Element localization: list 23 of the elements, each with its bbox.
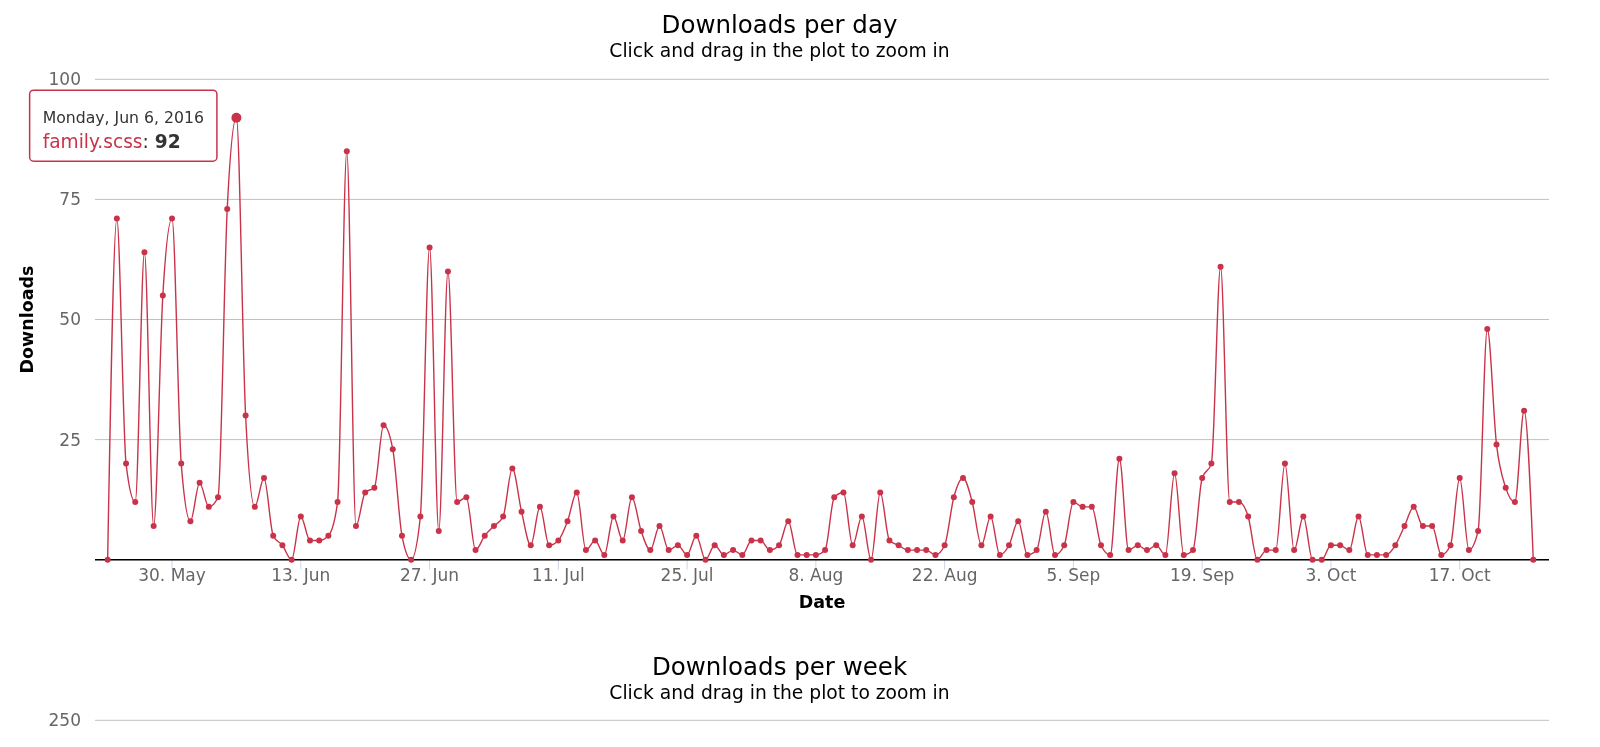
x-tick-label: 22. Aug [911,564,978,585]
x-axis-title: Date [798,592,846,612]
x-tick-label: 27. Jun [400,564,460,585]
y-tick-label: 75 [59,189,81,210]
x-tick-label: 19. Sep [1169,564,1235,585]
text: Click and drag in the plot to zoom in [609,682,950,704]
chart-title: Downloads per day [661,10,898,40]
chart-subtitle: Click and drag in the plot to zoom in [609,40,950,62]
y-tick-label: 50 [59,309,81,330]
x-tick-label: 13. Jun [271,564,331,585]
y-tick-label: 25 [59,429,81,450]
text: Downloads per week [651,652,908,681]
text: 250 [48,710,81,731]
y-tick-label: 100 [48,69,81,90]
x-tick-label: 11. Jul [531,564,585,585]
x-tick-label: 3. Oct [1305,564,1357,585]
x-tick-label: 5. Sep [1046,564,1101,585]
x-tick-label: 25. Jul [660,564,714,585]
x-tick-label: 30. May [138,564,206,585]
x-tick-label: 8. Aug [788,564,844,585]
y-axis-title: Downloads [17,265,38,374]
annotation: Monday, Jun 6, 2016 family.scss: 92 [42,108,204,153]
x-tick-label: 17. Oct [1428,564,1491,585]
